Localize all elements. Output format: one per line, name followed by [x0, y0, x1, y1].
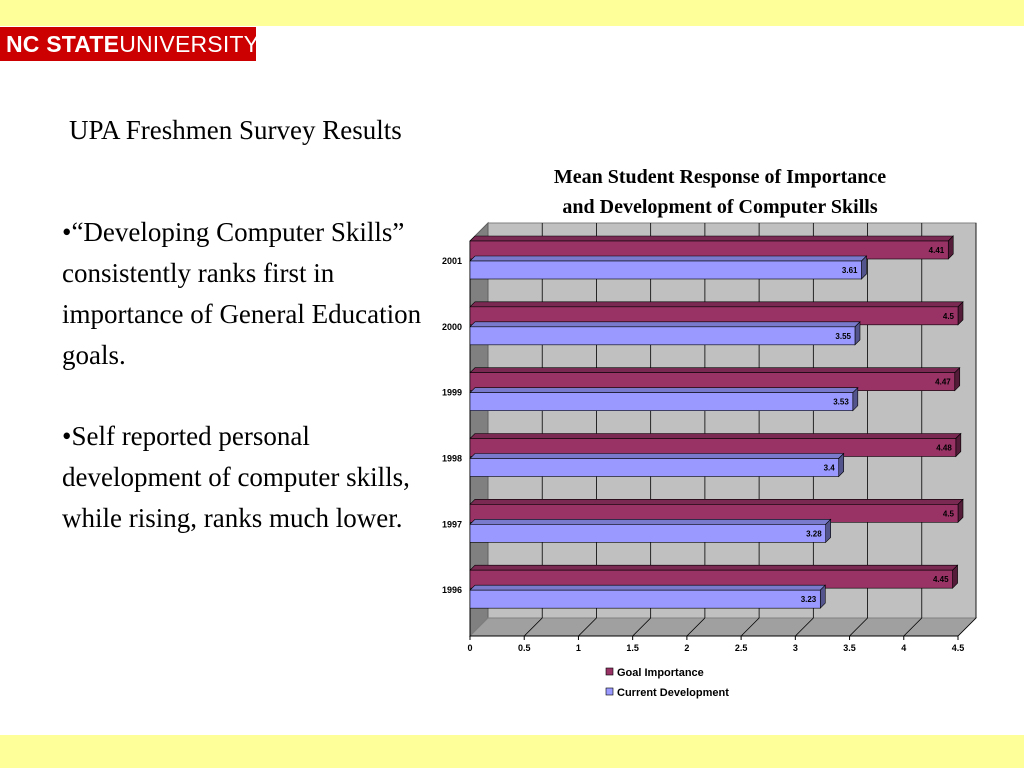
bullet-item: •“Developing Computer Skills” consistent… — [62, 217, 422, 370]
bar-chart: 0 0.5 1 1.5 2 2.5 3 3.5 4 4.5 2001 4.41 3.61 2000 4.5 3… — [442, 221, 978, 699]
bar — [469, 326, 856, 346]
legend-swatch — [605, 687, 614, 696]
x-tick-label: 2.5 — [735, 643, 748, 653]
chart-gridline — [740, 617, 760, 637]
bar-top-face — [469, 499, 964, 505]
chart-gridline — [795, 617, 814, 637]
x-tick-label: 4.5 — [952, 643, 965, 653]
chart-title-line: and Development of Computer Skills — [562, 196, 878, 218]
bar-top-face — [469, 255, 868, 262]
y-category-label: 1997 — [442, 519, 462, 529]
data-label: 3.28 — [806, 529, 822, 538]
bullet-item: •Self reported personal development of c… — [62, 421, 410, 533]
data-label: 3.61 — [842, 266, 858, 275]
x-tick-label: 1 — [576, 643, 581, 653]
top-band — [0, 0, 1024, 26]
chart-title: Mean Student Response of Importance and … — [470, 162, 970, 222]
x-tick-label: 1.5 — [626, 643, 639, 653]
data-label: 3.4 — [824, 464, 836, 473]
data-label: 4.48 — [936, 444, 952, 453]
chart-gridline — [686, 617, 706, 637]
university-logo: NC STATEUNIVERSITY — [0, 27, 260, 61]
data-label: 4.41 — [929, 246, 945, 255]
data-label: 4.47 — [935, 378, 951, 387]
bar-top-face — [469, 584, 826, 591]
chart-gridline — [903, 617, 923, 637]
bar-top-face — [469, 301, 964, 308]
x-tick-label: 3 — [793, 643, 798, 653]
chart-gridline — [957, 617, 977, 637]
chart-gridline — [849, 617, 868, 637]
legend-swatch — [605, 667, 614, 676]
bar-top-face — [469, 387, 859, 393]
bar-top-face — [469, 367, 961, 373]
bar-top-face — [469, 235, 954, 242]
logo-thin-text: UNIVERSITY — [119, 31, 260, 57]
y-category-label: 2001 — [442, 256, 462, 266]
legend-label: Goal Importance — [617, 667, 704, 679]
slide-title: UPA Freshmen Survey Results — [69, 115, 402, 145]
data-label: 3.53 — [833, 398, 849, 407]
bar-top-face — [469, 453, 845, 459]
bar — [469, 260, 862, 280]
chart-gridline — [632, 617, 651, 637]
data-label: 4.45 — [933, 575, 949, 584]
bar — [469, 458, 840, 477]
y-category-label: 1999 — [442, 388, 462, 398]
bar — [469, 589, 821, 609]
bar-top-face — [469, 564, 959, 571]
data-label: 3.55 — [835, 332, 851, 341]
x-tick-label: 3.5 — [843, 643, 856, 653]
x-tick-label: 4 — [901, 643, 906, 653]
x-tick-label: 2 — [684, 643, 689, 653]
data-label: 3.23 — [801, 595, 817, 604]
bar — [469, 524, 826, 543]
chart-back-wall — [487, 222, 977, 619]
bar — [469, 392, 854, 411]
bar-top-face — [469, 433, 962, 439]
data-label: 4.5 — [943, 312, 955, 321]
chart-floor — [468, 617, 978, 637]
bottom-band — [0, 735, 1024, 768]
y-category-label: 1998 — [442, 454, 462, 464]
data-label: 4.5 — [943, 509, 955, 518]
bar-top-face — [469, 519, 832, 525]
chart-title-line: Mean Student Response of Importance — [553, 166, 887, 188]
x-tick-label: 0.5 — [518, 643, 531, 653]
y-category-label: 1996 — [442, 585, 462, 595]
chart-gridline — [523, 617, 543, 637]
bar-top-face — [469, 321, 861, 328]
y-category-label: 2000 — [442, 322, 462, 332]
logo-bold-text: NC STATE — [6, 31, 120, 57]
bullet-list: •“Developing Computer Skills” consistent… — [62, 212, 422, 579]
chart-gridline — [578, 617, 597, 637]
legend-label: Current Development — [617, 687, 729, 699]
x-tick-label: 0 — [467, 643, 472, 653]
